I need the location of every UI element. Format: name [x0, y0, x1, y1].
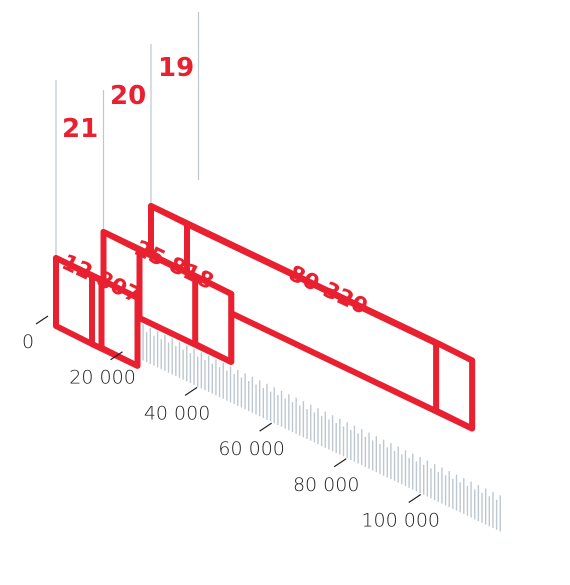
- bar-end-face: [433, 339, 476, 432]
- tick-label: 60 000: [218, 438, 284, 460]
- tick-mark: [259, 422, 272, 432]
- tick-mark: [408, 494, 422, 503]
- category-label: 19: [158, 53, 194, 83]
- tick-mark: [184, 386, 198, 396]
- bar-end-face: [98, 276, 141, 369]
- tick-label: 20 000: [69, 367, 135, 389]
- tick-label: 80 000: [293, 474, 359, 496]
- tick-mark: [333, 458, 347, 468]
- category-label: 21: [62, 114, 98, 144]
- bar-19: [148, 203, 476, 432]
- category-label: 20: [110, 81, 146, 111]
- bar-left-face: [53, 255, 95, 347]
- tick-label: 40 000: [144, 402, 210, 424]
- tick-label: 0: [22, 331, 34, 353]
- bar-21: [53, 255, 141, 369]
- bars: [53, 203, 476, 432]
- bar-end-face: [192, 272, 235, 365]
- tick-label: 100 000: [361, 510, 440, 532]
- tick-mark: [110, 351, 123, 361]
- tick-mark: [35, 315, 49, 325]
